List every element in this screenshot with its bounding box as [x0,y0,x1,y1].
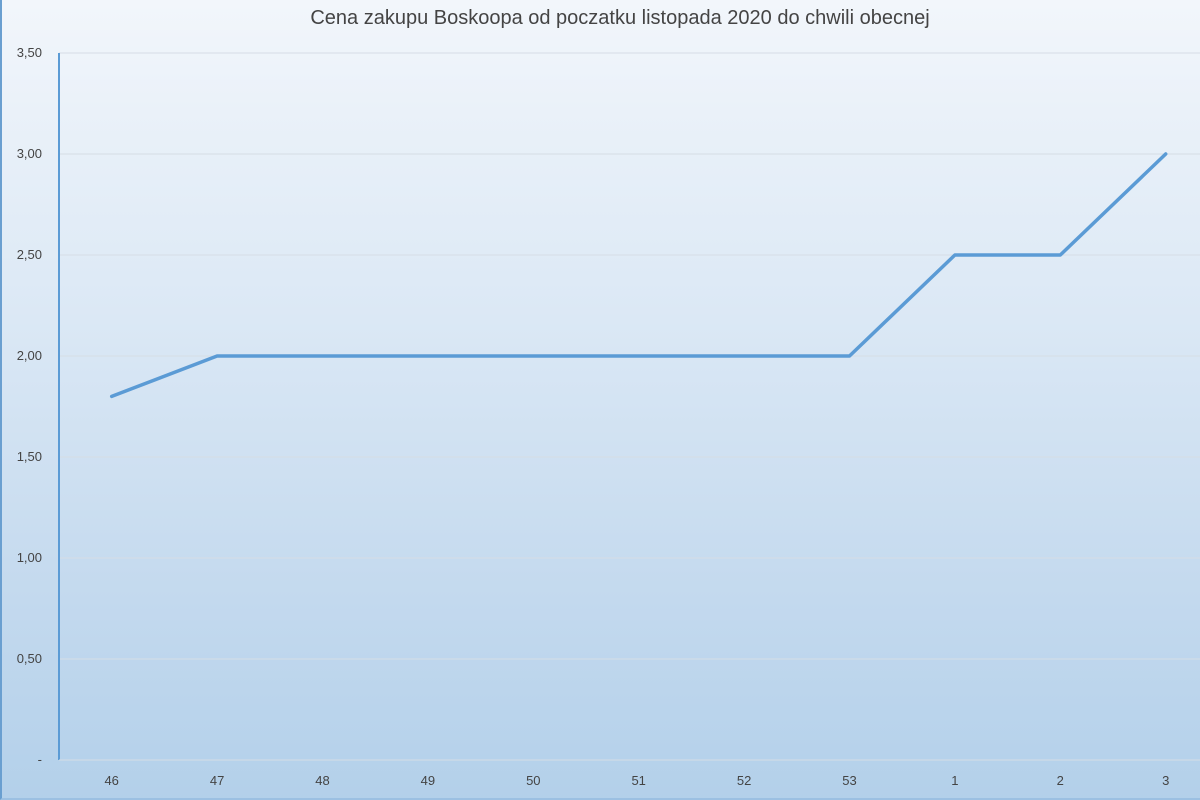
y-tick-label: - [38,752,42,767]
y-tick-label: 1,00 [17,550,42,565]
x-tick-label: 51 [631,773,645,788]
x-tick-label: 49 [421,773,435,788]
x-tick-label: 48 [315,773,329,788]
x-tick-label: 52 [737,773,751,788]
y-tick-label: 0,50 [17,651,42,666]
chart-title: Cena zakupu Boskoopa od poczatku listopa… [310,7,930,29]
series-line [109,152,1168,399]
y-tick-label: 3,00 [17,146,42,161]
x-tick-label: 53 [842,773,856,788]
x-tick-label: 46 [104,773,118,788]
x-tick-label: 50 [526,773,540,788]
x-tick-label: 2 [1057,773,1064,788]
y-tick-label: 2,00 [17,348,42,363]
y-tick-label: 2,50 [17,247,42,262]
y-tick-label: 3,50 [17,45,42,60]
x-tick-label: 3 [1162,773,1169,788]
x-tick-label: 1 [951,773,958,788]
x-tick-label: 47 [210,773,224,788]
y-tick-label: 1,50 [17,449,42,464]
